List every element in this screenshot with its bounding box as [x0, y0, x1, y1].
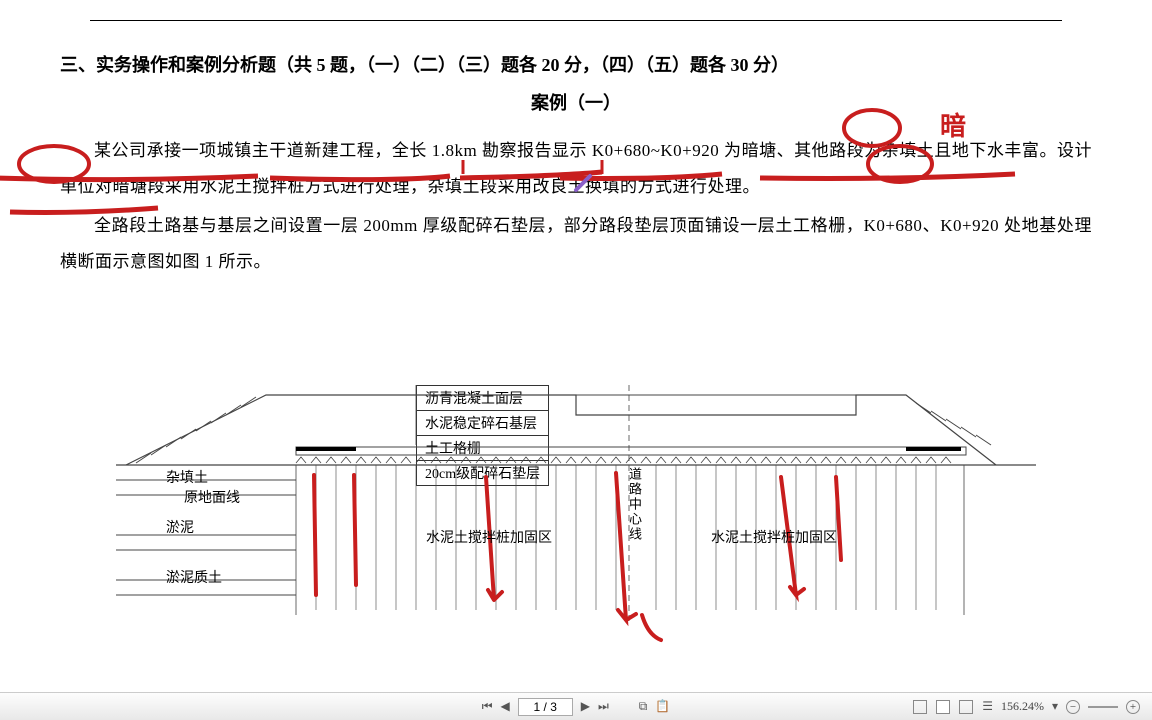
- prev-page-icon[interactable]: ◀: [501, 699, 510, 714]
- zone-left-label: 水泥土搅拌桩加固区: [426, 527, 552, 547]
- section-heading: 三、实务操作和案例分析题（共 5 题，（一）（二）（三）题各 20 分，（四）（…: [60, 51, 1092, 77]
- cross-section-diagram: 沥青混凝土面层 水泥稳定碎石基层 土工格栅 20cm级配碎石垫层 原地面线: [116, 385, 1036, 650]
- paste-icon[interactable]: 📋: [655, 699, 670, 714]
- stratum-1: 杂填土: [166, 467, 222, 487]
- view-single-icon[interactable]: [913, 700, 927, 714]
- case-heading: 案例（一）: [60, 89, 1092, 115]
- view-facing-icon[interactable]: [936, 700, 950, 714]
- zoom-out-icon[interactable]: −: [1066, 700, 1080, 714]
- paragraph-1: 某公司承接一项城镇主干道新建工程，全长 1.8km 勘察报告显示 K0+680~…: [60, 133, 1092, 204]
- section-svg: [116, 385, 1036, 645]
- stratum-3: 淤泥质土: [166, 567, 222, 587]
- next-page-icon[interactable]: ▶: [581, 699, 590, 714]
- last-page-icon[interactable]: ⏭: [598, 699, 609, 714]
- zoom-dropdown-icon[interactable]: ▾: [1052, 699, 1058, 714]
- stratum-2: 淤泥: [166, 517, 222, 537]
- page-number-input[interactable]: [518, 698, 573, 716]
- view-continuous-icon[interactable]: [959, 700, 973, 714]
- top-rule: [90, 20, 1062, 21]
- zone-right-label: 水泥土搅拌桩加固区: [711, 527, 837, 547]
- pdf-toolbar: ⏮ ◀ ▶ ⏭ ⧉ 📋 ☰ 156.24% ▾ − +: [0, 692, 1152, 720]
- paragraph-2: 全路段土路基与基层之间设置一层 200mm 厚级配碎石垫层，部分路段垫层顶面铺设…: [60, 208, 1092, 279]
- zoom-in-icon[interactable]: +: [1126, 700, 1140, 714]
- strata-labels: 杂填土 淤泥 淤泥质土: [166, 467, 222, 617]
- copy-icon[interactable]: ⧉: [639, 699, 648, 714]
- view-scroll-icon[interactable]: ☰: [982, 699, 993, 714]
- zoom-slider[interactable]: [1088, 706, 1118, 708]
- center-line-label: 道路中心线: [625, 467, 644, 542]
- zoom-value: 156.24%: [1001, 699, 1044, 714]
- first-page-icon[interactable]: ⏮: [482, 699, 493, 714]
